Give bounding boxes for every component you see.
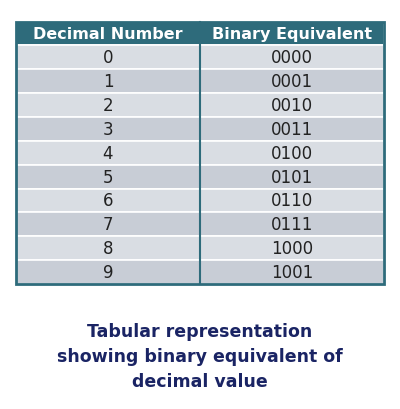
FancyBboxPatch shape [200,46,384,70]
FancyBboxPatch shape [200,237,384,261]
Text: 8: 8 [103,240,113,258]
FancyBboxPatch shape [16,22,200,46]
Text: 0001: 0001 [271,73,313,91]
Text: 4: 4 [103,144,113,162]
Text: 1000: 1000 [271,240,313,258]
FancyBboxPatch shape [200,94,384,118]
FancyBboxPatch shape [200,165,384,189]
Text: 1001: 1001 [271,263,313,281]
FancyBboxPatch shape [16,118,200,142]
Text: 0: 0 [103,49,113,67]
Text: 0100: 0100 [271,144,313,162]
FancyBboxPatch shape [16,237,200,261]
Text: 2: 2 [103,97,113,115]
FancyBboxPatch shape [200,118,384,142]
FancyBboxPatch shape [16,261,200,284]
Text: 6: 6 [103,192,113,210]
FancyBboxPatch shape [200,189,384,213]
Text: 5: 5 [103,168,113,186]
Text: 0011: 0011 [271,121,313,139]
Text: 0000: 0000 [271,49,313,67]
Text: Tabular representation
showing binary equivalent of
decimal value: Tabular representation showing binary eq… [57,322,343,390]
Text: 0101: 0101 [271,168,313,186]
Text: 0110: 0110 [271,192,313,210]
Text: Binary Equivalent: Binary Equivalent [212,27,372,42]
FancyBboxPatch shape [16,94,200,118]
FancyBboxPatch shape [16,213,200,237]
FancyBboxPatch shape [200,213,384,237]
Text: 1: 1 [103,73,113,91]
FancyBboxPatch shape [200,70,384,94]
Text: 3: 3 [103,121,113,139]
FancyBboxPatch shape [16,46,200,70]
FancyBboxPatch shape [16,70,200,94]
Text: 9: 9 [103,263,113,281]
FancyBboxPatch shape [16,165,200,189]
Text: Decimal Number: Decimal Number [33,27,183,42]
FancyBboxPatch shape [16,189,200,213]
FancyBboxPatch shape [200,261,384,284]
FancyBboxPatch shape [200,22,384,46]
FancyBboxPatch shape [16,142,200,165]
Text: 7: 7 [103,216,113,234]
FancyBboxPatch shape [200,142,384,165]
Text: 0111: 0111 [271,216,313,234]
Text: 0010: 0010 [271,97,313,115]
